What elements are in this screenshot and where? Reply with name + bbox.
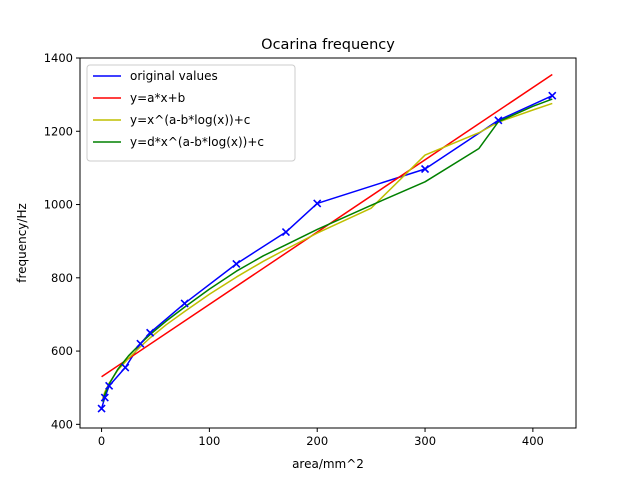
y-tick-label: 1000 [44,198,73,212]
y-axis: 400 600 800 1000 1200 1400 [44,51,80,431]
x-axis: 0 100 200 300 400 [98,428,544,448]
legend-entry: original values [130,69,218,83]
data-point [494,116,503,125]
x-tick-label: 200 [306,434,328,448]
x-tick-label: 0 [98,434,105,448]
y-tick-label: 1200 [44,124,73,138]
legend-box [86,64,296,162]
data-point [313,199,322,208]
data-point [232,259,241,268]
data-point [100,393,109,402]
plot-frame [79,57,577,429]
legend-entry: y=d*x^(a-b*log(x))+c [130,135,264,149]
x-axis-label: area/mm^2 [292,457,364,471]
chart-title: Ocarina frequency [261,37,395,53]
series-line-3 [101,98,553,402]
plot-markers [97,91,557,413]
data-point [136,339,145,348]
data-point [281,227,291,237]
data-point [146,328,155,337]
data-point [97,404,106,413]
x-tick-label: 300 [414,434,436,448]
y-tick-label: 1400 [44,51,73,65]
data-point [105,381,114,390]
legend-entry: y=a*x+b [130,91,185,105]
y-tick-label: 600 [51,344,73,358]
x-tick-label: 400 [522,434,544,448]
data-point [420,164,430,174]
data-point [121,363,130,372]
x-tick-label: 100 [198,434,220,448]
legend: original values y=a*x+b y=x^(a-b*log(x))+c… [86,64,296,162]
y-axis-label: frequency/Hz [15,203,29,283]
data-point [548,91,557,100]
legend-entry: y=x^(a-b*log(x))+c [130,113,250,127]
data-point [180,299,189,308]
y-tick-label: 400 [51,417,73,431]
y-tick-label: 800 [51,271,73,285]
